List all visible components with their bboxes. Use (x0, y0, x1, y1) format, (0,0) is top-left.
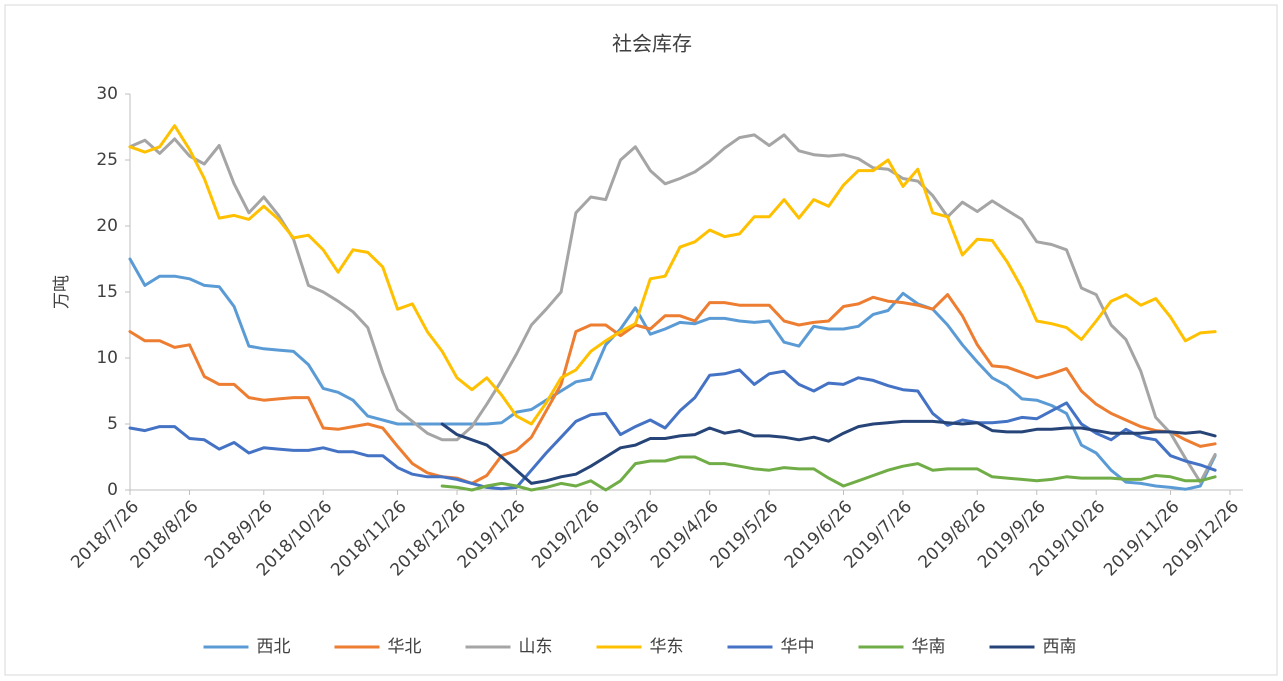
series-line (440, 455, 1217, 492)
y-tick-label: 20 (96, 216, 118, 236)
series-line (128, 124, 1217, 426)
series-line (128, 257, 1217, 491)
y-axis-label: 万吨 (52, 275, 72, 309)
series-line (128, 368, 1217, 491)
chart-title: 社会库存 (612, 32, 692, 56)
series-line (128, 133, 1217, 484)
chart-border (4, 4, 1278, 676)
y-tick-label: 25 (96, 150, 118, 170)
y-tick-label: 15 (96, 282, 118, 302)
legend-label: 华中 (781, 637, 815, 657)
legend-label: 华南 (912, 637, 946, 657)
legend-label: 山东 (519, 637, 553, 657)
y-tick-label: 0 (107, 480, 118, 500)
y-tick-label: 5 (107, 414, 118, 434)
y-tick-label: 30 (96, 84, 118, 104)
y-tick-label: 10 (96, 348, 118, 368)
legend-label: 西南 (1043, 637, 1077, 657)
legend-label: 华北 (388, 637, 422, 657)
legend-label: 西北 (257, 637, 291, 657)
legend-label: 华东 (650, 637, 684, 657)
series-line (440, 419, 1217, 485)
series-line (128, 293, 1217, 485)
